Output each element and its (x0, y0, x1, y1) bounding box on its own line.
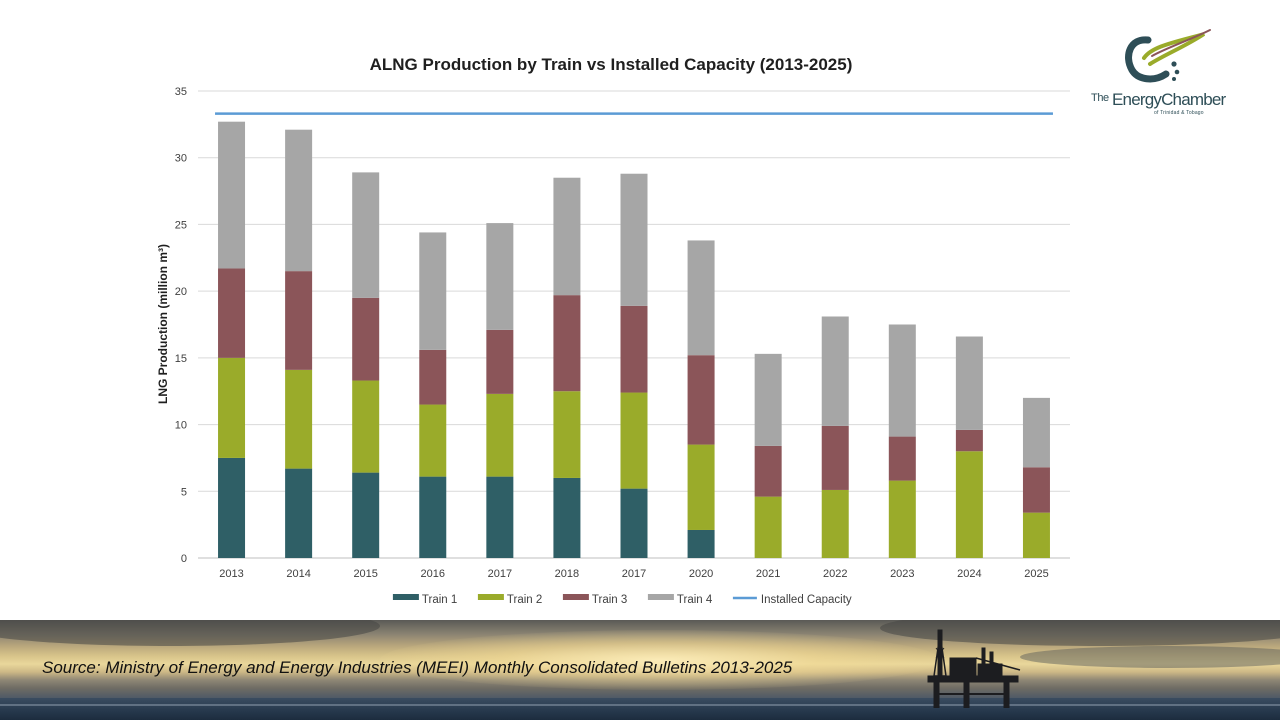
bar-segment-train-3 (955, 429, 983, 452)
bar-segment-train-1 (419, 476, 447, 558)
bar-segment-train-2 (620, 392, 648, 489)
bar-segment-train-2 (419, 404, 447, 477)
sunset-glow (380, 630, 940, 690)
sea (0, 698, 1280, 720)
bar-segment-train-4 (553, 177, 581, 296)
x-tick-label: 2014 (286, 568, 310, 580)
bar-segment-train-2 (486, 393, 514, 477)
y-axis-label: LNG Production (million m³) (156, 244, 170, 404)
y-tick-labels: 0 5 10 15 20 25 30 35 (175, 86, 187, 565)
bar-segment-train-1 (553, 477, 581, 558)
bar-segment-train-2 (1022, 512, 1050, 558)
x-tick-label: 2021 (756, 568, 780, 580)
source-caption: Source: Ministry of Energy and Energy In… (42, 658, 793, 677)
bar-segment-train-4 (352, 172, 380, 298)
y-tick-label: 30 (175, 153, 187, 165)
x-tick-label: 2022 (823, 568, 847, 580)
bar-segment-train-4 (218, 121, 246, 269)
bar-segment-train-2 (352, 380, 380, 473)
logo-name: EnergyChamber (1112, 90, 1226, 109)
bar-segment-train-4 (285, 129, 313, 272)
bar-segment-train-3 (821, 425, 849, 490)
bar-segment-train-1 (218, 457, 246, 558)
bar-segment-train-1 (687, 529, 715, 558)
bar-segment-train-4 (1022, 397, 1050, 468)
legend-label: Installed Capacity (761, 594, 852, 606)
bars (218, 121, 1050, 558)
bar-segment-train-2 (955, 451, 983, 558)
y-tick-label: 10 (175, 420, 187, 432)
x-tick-label: 2023 (890, 568, 914, 580)
bar-segment-train-4 (754, 353, 782, 446)
legend-swatch (562, 594, 589, 600)
bar-segment-train-4 (620, 173, 648, 306)
x-tick-label: 2025 (1024, 568, 1048, 580)
x-tick-label: 2024 (957, 568, 981, 580)
bar-segment-train-3 (1022, 467, 1050, 513)
legend-label: Train 4 (677, 594, 713, 606)
bar-segment-train-4 (955, 336, 983, 430)
bar-segment-train-3 (218, 268, 246, 358)
x-tick-label: 2020 (689, 568, 713, 580)
x-tick-label: 2015 (353, 568, 377, 580)
bar-segment-train-1 (285, 468, 313, 558)
legend-label: Train 1 (422, 594, 457, 606)
bar-segment-train-2 (888, 480, 916, 558)
chart-title: ALNG Production by Train vs Installed Ca… (370, 55, 853, 74)
bar-segment-train-1 (352, 472, 380, 558)
bar-segment-train-2 (821, 489, 849, 558)
legend: Train 1 Train 2 Train 3 Train 4 Installed Ca… (392, 594, 852, 606)
bar-segment-train-3 (285, 271, 313, 370)
bar-segment-train-4 (486, 223, 514, 330)
y-tick-label: 20 (175, 286, 187, 298)
y-tick-label: 35 (175, 86, 187, 98)
bar-segment-train-1 (486, 476, 514, 558)
y-tick-label: 15 (175, 353, 187, 365)
legend-swatch (477, 594, 504, 600)
x-tick-labels: 2013 2014 2015 2016 2017 2018 2017 2020 2021 2022… (219, 568, 1048, 580)
legend-swatch (392, 594, 419, 600)
chart: ALNG Production by Train vs Installed Ca… (156, 55, 1070, 606)
x-tick-label: 2018 (555, 568, 579, 580)
energy-chamber-logo: The EnergyChamber of Trinidad & Tobago (1086, 28, 1236, 120)
legend-label: Train 2 (507, 594, 542, 606)
bar-segment-train-2 (754, 496, 782, 558)
footer-banner: Source: Ministry of Energy and Energy In… (0, 620, 1280, 720)
bar-segment-train-2 (285, 369, 313, 469)
bar-segment-train-4 (687, 240, 715, 356)
y-tick-label: 0 (181, 553, 187, 565)
logo-tagline: of Trinidad & Tobago (1154, 110, 1204, 116)
bar-segment-train-3 (419, 349, 447, 405)
cloud (1020, 646, 1280, 668)
x-tick-label: 2013 (219, 568, 243, 580)
bar-segment-train-3 (620, 305, 648, 393)
gridlines (198, 90, 1070, 559)
sea-shine (0, 704, 1280, 706)
logo-swirl-icon (1125, 29, 1211, 83)
y-tick-label: 5 (181, 486, 187, 498)
bar-segment-train-3 (352, 297, 380, 381)
cloud (0, 620, 380, 646)
bar-segment-train-3 (888, 436, 916, 481)
bar-segment-train-3 (687, 355, 715, 445)
bar-segment-train-4 (888, 324, 916, 437)
bar-segment-train-3 (553, 295, 581, 392)
legend-swatch (647, 594, 674, 600)
legend-label: Train 3 (592, 594, 627, 606)
bar-segment-train-3 (754, 445, 782, 497)
x-tick-label: 2016 (421, 568, 445, 580)
bar-segment-train-3 (486, 329, 514, 394)
bar-segment-train-4 (821, 316, 849, 426)
logo-prefix: The (1091, 92, 1109, 104)
bar-segment-train-2 (687, 444, 715, 530)
x-tick-label: 2017 (622, 568, 646, 580)
bar-segment-train-2 (218, 357, 246, 458)
oil-rig-icon (927, 629, 1021, 708)
bar-segment-train-1 (620, 488, 648, 558)
y-tick-label: 25 (175, 219, 187, 231)
x-tick-label: 2017 (488, 568, 512, 580)
bar-segment-train-4 (419, 232, 447, 350)
bar-segment-train-2 (553, 391, 581, 478)
